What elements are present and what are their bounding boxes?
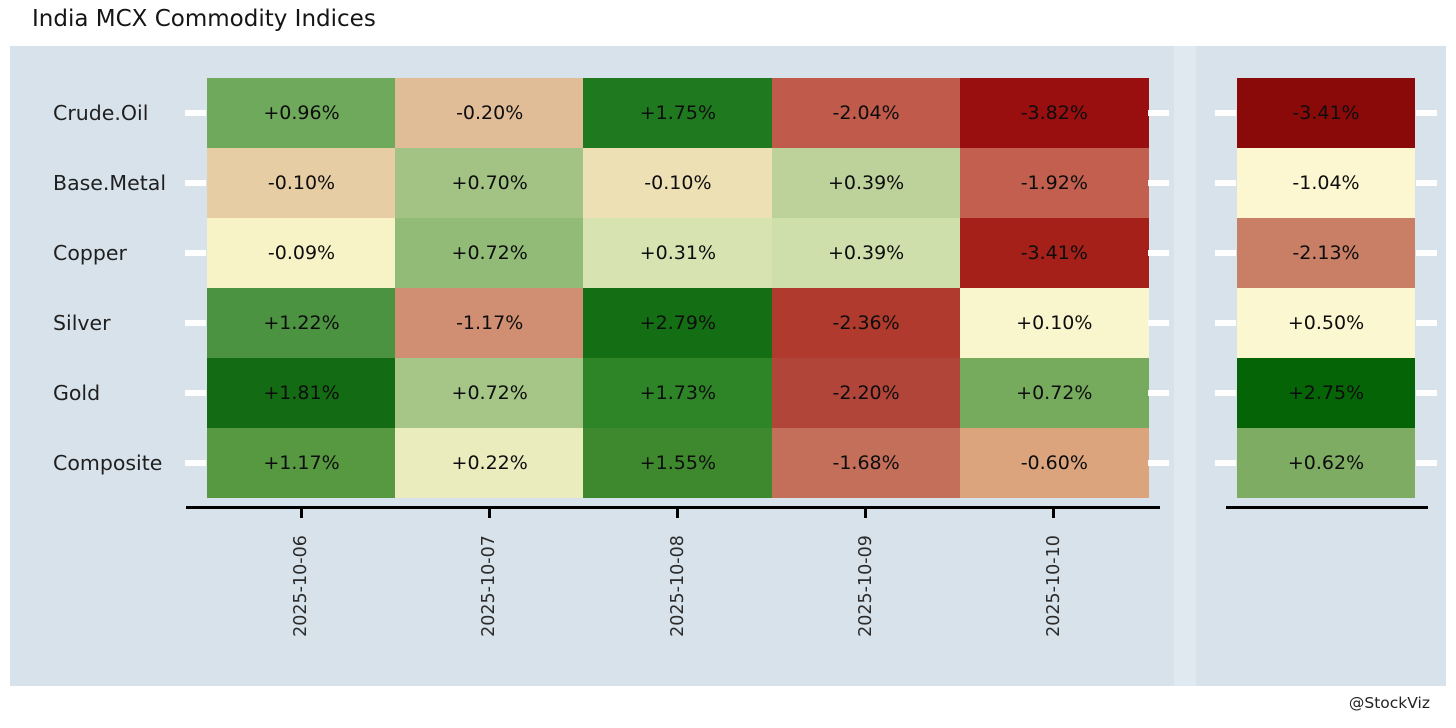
- heatmap-cell: +2.79%: [583, 288, 773, 358]
- row-tick: [1148, 320, 1169, 326]
- column-tick: [299, 506, 303, 518]
- x-axis-line-main: [186, 506, 1160, 509]
- facet-divider: [1174, 46, 1196, 686]
- aggregate-cell: +2.75%: [1237, 358, 1415, 428]
- heatmap-cell: +0.39%: [771, 148, 961, 218]
- aggregate-cell: +0.50%: [1237, 288, 1415, 358]
- heatmap-cell: +1.73%: [583, 358, 773, 428]
- aggregate-cell: -2.13%: [1237, 218, 1415, 288]
- row-tick: [185, 180, 206, 186]
- x-tick-label: 2025-10-08: [667, 535, 688, 637]
- x-tick-label: 2025-10-10: [1043, 535, 1064, 637]
- row-tick: [1215, 460, 1236, 466]
- row-tick: [1148, 110, 1169, 116]
- row-tick: [1148, 250, 1169, 256]
- row-tick: [185, 460, 206, 466]
- row-tick: [1416, 250, 1437, 256]
- x-tick-label: 2025-10-07: [479, 535, 500, 637]
- row-tick: [1148, 180, 1169, 186]
- row-tick: [1215, 390, 1236, 396]
- column-tick: [487, 506, 491, 518]
- heatmap-cell: -0.10%: [207, 148, 396, 218]
- heatmap-cell: -0.20%: [395, 78, 585, 148]
- heatmap-cell: -1.68%: [771, 428, 961, 498]
- row-tick: [1416, 110, 1437, 116]
- row-tick: [185, 250, 206, 256]
- x-axis-line-aggregate: [1226, 506, 1428, 509]
- heatmap-cell: -0.09%: [207, 218, 396, 288]
- heatmap-cell: -2.20%: [771, 358, 961, 428]
- row-tick: [185, 390, 206, 396]
- heatmap-cell: +0.96%: [207, 78, 396, 148]
- row-tick: [1416, 320, 1437, 326]
- column-tick: [676, 506, 679, 518]
- heatmap-cell: +0.70%: [395, 148, 585, 218]
- heatmap-cell: +0.72%: [395, 218, 585, 288]
- row-tick: [1215, 180, 1236, 186]
- heatmap-cell: +1.17%: [207, 428, 396, 498]
- row-tick: [1215, 250, 1236, 256]
- row-label: Gold: [53, 381, 101, 405]
- heatmap-cell: -1.17%: [395, 288, 585, 358]
- row-tick: [1416, 390, 1437, 396]
- chart-title: India MCX Commodity Indices: [32, 6, 376, 32]
- x-tick-label: 2025-10-06: [291, 535, 312, 637]
- row-tick: [185, 320, 206, 326]
- heatmap-cell: +0.39%: [771, 218, 961, 288]
- row-tick: [185, 110, 206, 116]
- row-tick: [1416, 180, 1437, 186]
- heatmap-cell: +0.31%: [583, 218, 773, 288]
- heatmap-cell: -0.10%: [583, 148, 773, 218]
- heatmap-cell: -3.82%: [959, 78, 1149, 148]
- heatmap-cell: +0.22%: [395, 428, 585, 498]
- column-tick: [1052, 506, 1056, 518]
- row-tick: [1148, 390, 1169, 396]
- row-tick: [1148, 460, 1169, 466]
- row-label: Copper: [53, 241, 127, 265]
- row-label: Base.Metal: [53, 171, 167, 195]
- aggregate-cell: -1.04%: [1237, 148, 1415, 218]
- heatmap-cell: +1.81%: [207, 358, 396, 428]
- aggregate-cell: -3.41%: [1237, 78, 1415, 148]
- row-tick: [1416, 460, 1437, 466]
- heatmap-cell: +1.22%: [207, 288, 396, 358]
- column-tick: [864, 506, 868, 518]
- heatmap-cell: -2.04%: [771, 78, 961, 148]
- heatmap-cell: +0.10%: [959, 288, 1149, 358]
- heatmap-cell: -0.60%: [959, 428, 1149, 498]
- heatmap-cell: -2.36%: [771, 288, 961, 358]
- heatmap-cell: -3.41%: [959, 218, 1149, 288]
- aggregate-cell: +0.62%: [1237, 428, 1415, 498]
- heatmap-cell: -1.92%: [959, 148, 1149, 218]
- watermark: @StockViz: [1348, 694, 1430, 712]
- heatmap-cell: +1.55%: [583, 428, 773, 498]
- heatmap-cell: +0.72%: [959, 358, 1149, 428]
- heatmap-cell: +1.75%: [583, 78, 773, 148]
- row-tick: [1215, 110, 1236, 116]
- row-label: Crude.Oil: [53, 101, 149, 125]
- row-label: Composite: [53, 451, 163, 475]
- row-label: Silver: [53, 311, 111, 335]
- heatmap-cell: +0.72%: [395, 358, 585, 428]
- row-tick: [1215, 320, 1236, 326]
- x-tick-label: 2025-10-09: [855, 535, 876, 637]
